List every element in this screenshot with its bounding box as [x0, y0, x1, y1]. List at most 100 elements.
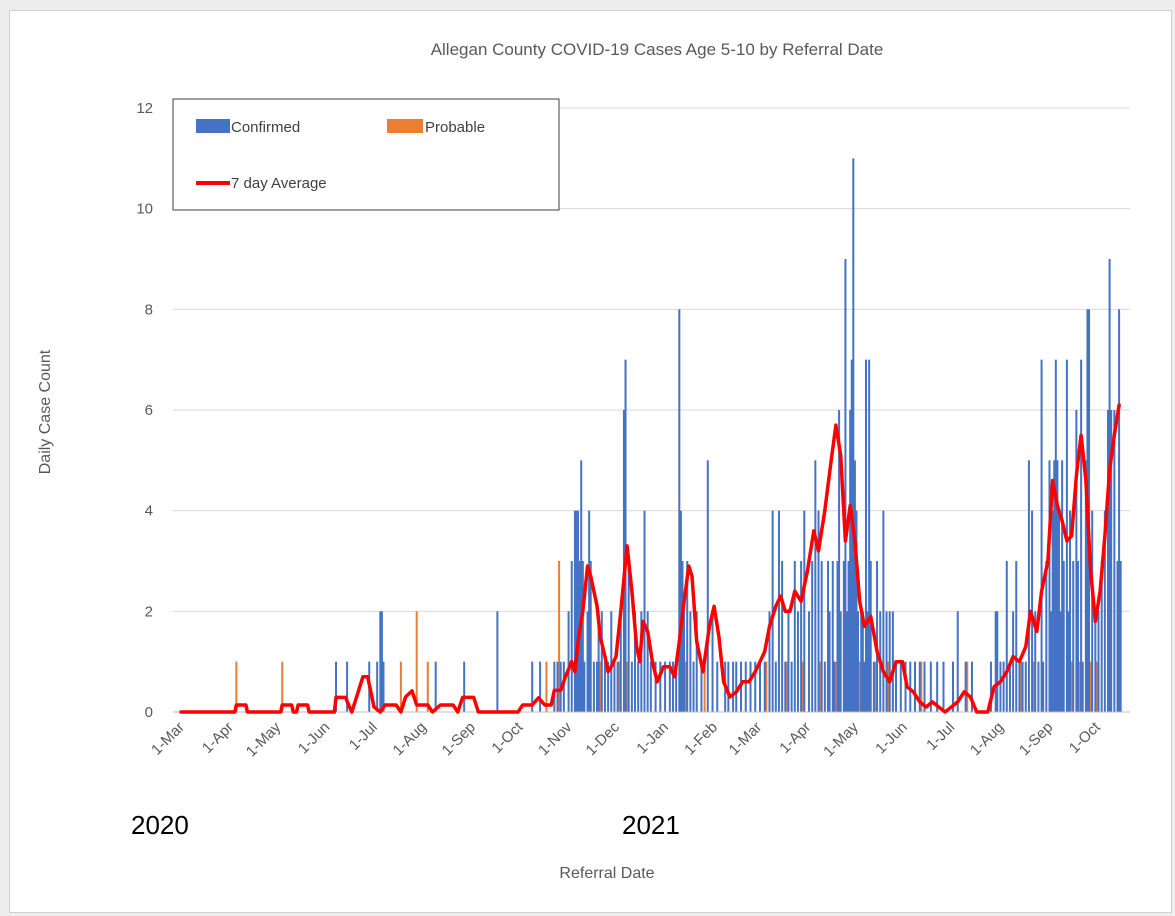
probable-bar: [920, 661, 923, 712]
confirmed-bar: [1091, 510, 1094, 712]
confirmed-bar: [607, 661, 610, 712]
confirmed-bar: [664, 661, 667, 712]
confirmed-bar: [842, 561, 845, 712]
confirmed-bar: [637, 661, 640, 712]
confirmed-bar: [929, 661, 932, 712]
confirmed-bar: [1037, 661, 1040, 712]
confirmed-bar: [603, 661, 606, 712]
confirmed-bar: [831, 561, 834, 712]
confirmed-bar: [575, 510, 578, 712]
year-label-2021: 2021: [622, 810, 680, 840]
confirmed-bar: [936, 661, 939, 712]
probable-bar: [626, 661, 629, 712]
confirmed-bar: [828, 611, 831, 712]
confirmed-bar: [616, 661, 619, 712]
confirmed-bar: [434, 661, 437, 712]
confirmed-bar: [679, 510, 682, 712]
confirmed-bar: [999, 661, 1002, 712]
y-axis-ticks: 0 2 4 6 8 10 12: [136, 100, 153, 721]
confirmed-bar: [951, 661, 954, 712]
confirmed-bar: [899, 661, 902, 712]
confirmed-bar: [956, 611, 959, 712]
legend-label-probable: Probable: [425, 119, 485, 136]
confirmed-bar: [627, 561, 630, 712]
confirmed-bar: [539, 661, 542, 712]
confirmed-bar: [857, 611, 860, 712]
confirmed-bar: [583, 661, 586, 712]
confirmed-bar: [1107, 410, 1110, 712]
probable-bar: [874, 661, 877, 712]
x-tick-label: 1-May: [243, 718, 285, 760]
confirmed-bar: [823, 661, 826, 712]
y-tick-label: 4: [145, 503, 153, 520]
confirmed-bar: [689, 611, 692, 712]
confirmed-bar: [876, 561, 879, 712]
confirmed-bar: [942, 661, 945, 712]
probable-bar: [966, 661, 969, 712]
probable-bar: [684, 661, 687, 712]
confirmed-bar: [613, 661, 616, 712]
confirmed-bar: [863, 661, 866, 712]
confirmed-bar: [793, 561, 796, 712]
x-axis-title: Referral Date: [559, 865, 654, 882]
probable-bar: [1070, 661, 1073, 712]
confirmed-bar: [820, 561, 823, 712]
confirmed-bar: [994, 611, 997, 712]
confirmed-bar: [833, 661, 836, 712]
confirmed-bar: [895, 661, 898, 712]
confirmed-bar: [1113, 410, 1116, 712]
confirmed-bar: [671, 661, 674, 712]
confirmed-bar: [588, 510, 591, 712]
confirmed-bar: [866, 611, 869, 712]
confirmed-bar: [700, 661, 703, 712]
confirmed-bar: [1081, 661, 1084, 712]
confirmed-bar: [970, 661, 973, 712]
confirmed-bar: [869, 561, 872, 712]
confirmed-bar: [868, 359, 871, 712]
probable-bar: [415, 611, 418, 712]
confirmed-bar: [1053, 460, 1056, 712]
confirmed-bar: [744, 661, 747, 712]
confirmed-bar: [1040, 359, 1043, 712]
x-tick-label: 1-Dec: [583, 718, 624, 759]
confirmed-bar: [1008, 661, 1011, 712]
probable-bar: [1095, 661, 1098, 712]
probable-bar: [599, 661, 602, 712]
confirmed-bar: [850, 359, 853, 712]
confirmed-bar: [882, 510, 885, 712]
confirmed-bar: [619, 611, 622, 712]
confirmed-bar: [600, 611, 603, 712]
confirmed-bar: [1059, 611, 1062, 712]
probable-bar: [858, 661, 861, 712]
confirmed-bar: [695, 611, 698, 712]
probable-bar: [558, 561, 561, 712]
confirmed-bar: [923, 661, 926, 712]
confirmed-bar: [852, 158, 855, 713]
x-tick-label: 1-Aug: [967, 719, 1007, 759]
probable-bar: [1078, 661, 1081, 712]
confirmed-bar: [1097, 611, 1100, 712]
legend-swatch-probable: [387, 119, 423, 133]
confirmed-bar: [872, 661, 875, 712]
confirmed-bar: [727, 661, 730, 712]
average-line: [179, 403, 1121, 714]
confirmed-bar: [844, 259, 847, 712]
confirmed-bar: [586, 611, 589, 712]
y-tick-label: 2: [145, 603, 153, 620]
confirmed-bar: [382, 661, 385, 712]
probable-bar: [785, 661, 788, 712]
x-tick-label: 1-Mar: [148, 719, 188, 759]
x-tick-label: 1-Jul: [923, 719, 958, 754]
confirmed-bar: [1067, 611, 1070, 712]
x-tick-label: 1-Mar: [726, 719, 766, 759]
confirmed-bar: [531, 661, 534, 712]
chart-title: Allegan County COVID-19 Cases Age 5-10 b…: [431, 40, 884, 59]
probable-bar: [765, 661, 768, 712]
y-tick-label: 0: [145, 704, 153, 721]
confirmed-bar: [668, 661, 671, 712]
confirmed-bar: [643, 510, 646, 712]
confirmed-bar: [909, 661, 912, 712]
year-label-2020: 2020: [131, 810, 189, 840]
confirmed-bar: [1024, 661, 1027, 712]
confirmed-bar: [817, 510, 820, 712]
